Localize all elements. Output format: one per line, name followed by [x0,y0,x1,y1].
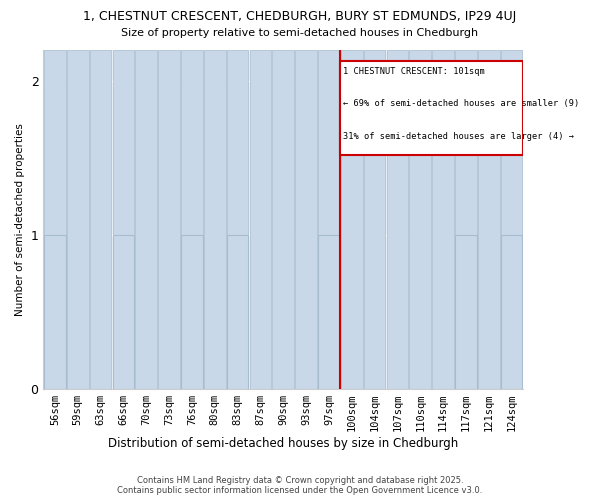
Bar [318,50,340,389]
Bar [478,50,500,389]
Bar [318,235,340,389]
Bar [341,50,362,389]
Bar [295,50,317,389]
X-axis label: Distribution of semi-detached houses by size in Chedburgh: Distribution of semi-detached houses by … [108,437,458,450]
Text: Contains HM Land Registry data © Crown copyright and database right 2025.
Contai: Contains HM Land Registry data © Crown c… [118,476,482,495]
Text: 1, CHESTNUT CRESCENT, CHEDBURGH, BURY ST EDMUNDS, IP29 4UJ: 1, CHESTNUT CRESCENT, CHEDBURGH, BURY ST… [83,10,517,23]
Bar [67,50,89,389]
Text: Size of property relative to semi-detached houses in Chedburgh: Size of property relative to semi-detach… [121,28,479,38]
Bar [340,61,523,155]
Bar [44,235,65,389]
Bar [386,50,408,389]
Bar [89,50,112,389]
Bar [113,50,134,389]
Bar [158,50,180,389]
Bar [409,50,431,389]
Bar [364,50,385,389]
Text: 31% of semi-detached houses are larger (4) →: 31% of semi-detached houses are larger (… [343,132,574,140]
Bar [455,50,477,389]
Text: ← 69% of semi-detached houses are smaller (9): ← 69% of semi-detached houses are smalle… [343,100,580,108]
Bar [501,50,523,389]
Text: 1 CHESTNUT CRESCENT: 101sqm: 1 CHESTNUT CRESCENT: 101sqm [343,67,485,76]
Bar [250,50,271,389]
Bar [501,235,523,389]
Bar [455,235,477,389]
Bar [204,50,226,389]
Bar [113,235,134,389]
Bar [181,235,203,389]
Bar [181,50,203,389]
Bar [227,235,248,389]
Y-axis label: Number of semi-detached properties: Number of semi-detached properties [15,123,25,316]
Bar [227,50,248,389]
Bar [432,50,454,389]
Bar [44,50,65,389]
Bar [136,50,157,389]
Bar [272,50,294,389]
